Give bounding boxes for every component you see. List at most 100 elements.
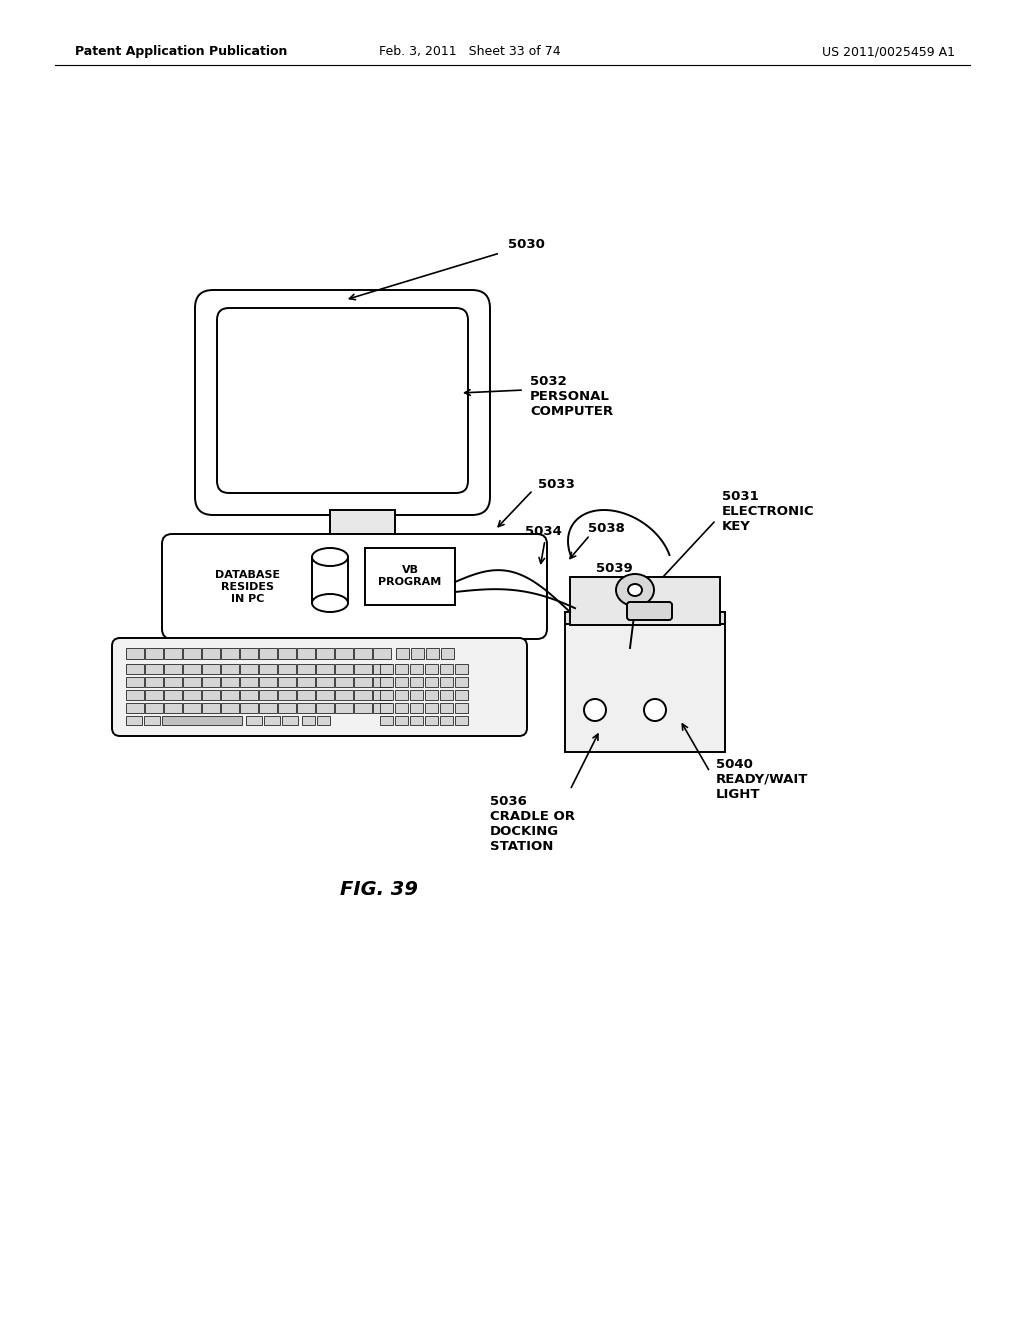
Text: DATABASE
RESIDES
IN PC: DATABASE RESIDES IN PC [215, 570, 281, 605]
Ellipse shape [616, 574, 654, 606]
Bar [164, 690, 182, 700]
Bar [317, 715, 330, 725]
Bar [202, 690, 220, 700]
Bar [410, 704, 423, 713]
Bar [221, 690, 239, 700]
Bar [202, 648, 220, 659]
Bar [126, 664, 144, 675]
Bar [373, 648, 391, 659]
Bar [221, 677, 239, 686]
Bar [565, 612, 725, 752]
Bar [373, 690, 391, 700]
FancyBboxPatch shape [195, 290, 490, 515]
Bar [145, 704, 163, 713]
Bar [335, 648, 353, 659]
Bar [144, 715, 160, 725]
Bar [335, 664, 353, 675]
Bar [570, 577, 720, 624]
Bar [302, 715, 315, 725]
Bar [316, 664, 334, 675]
Bar [354, 704, 372, 713]
Bar [330, 510, 395, 535]
Bar [455, 677, 468, 686]
Bar [297, 664, 315, 675]
Bar [162, 715, 242, 725]
Bar [440, 690, 453, 700]
Bar [380, 690, 393, 700]
Circle shape [584, 700, 606, 721]
Bar [312, 557, 348, 603]
Bar [335, 690, 353, 700]
Text: 5033: 5033 [538, 478, 574, 491]
Bar [410, 690, 423, 700]
Bar [278, 648, 296, 659]
Bar [240, 704, 258, 713]
Bar [202, 664, 220, 675]
Bar [316, 648, 334, 659]
Bar [380, 664, 393, 675]
Bar [395, 715, 408, 725]
Bar [316, 677, 334, 686]
Bar [145, 690, 163, 700]
Bar [126, 690, 144, 700]
Bar [380, 704, 393, 713]
Bar [455, 704, 468, 713]
Bar [335, 677, 353, 686]
Bar [183, 690, 201, 700]
Bar [373, 677, 391, 686]
Bar [380, 677, 393, 686]
Text: 5040
READY/WAIT
LIGHT: 5040 READY/WAIT LIGHT [716, 758, 808, 801]
Bar [426, 648, 439, 659]
Bar [440, 704, 453, 713]
Bar [126, 715, 142, 725]
Bar [259, 648, 278, 659]
Bar [164, 664, 182, 675]
Bar [395, 677, 408, 686]
Bar [316, 690, 334, 700]
Bar [246, 715, 262, 725]
Bar [440, 677, 453, 686]
FancyBboxPatch shape [112, 638, 527, 737]
Bar [373, 704, 391, 713]
Bar [354, 677, 372, 686]
Bar [410, 664, 423, 675]
Bar [202, 704, 220, 713]
Bar [396, 648, 409, 659]
Bar [316, 704, 334, 713]
Bar [240, 677, 258, 686]
Bar [126, 704, 144, 713]
Bar [221, 664, 239, 675]
Bar [202, 677, 220, 686]
Text: 5032
PERSONAL
COMPUTER: 5032 PERSONAL COMPUTER [530, 375, 613, 418]
Bar [240, 648, 258, 659]
Bar [259, 704, 278, 713]
Bar [455, 715, 468, 725]
Bar [164, 677, 182, 686]
Bar [278, 664, 296, 675]
Bar [297, 677, 315, 686]
Text: 5038: 5038 [588, 521, 625, 535]
Bar [145, 677, 163, 686]
Bar [264, 715, 280, 725]
Bar [365, 548, 455, 605]
FancyBboxPatch shape [217, 308, 468, 492]
FancyBboxPatch shape [627, 602, 672, 620]
Bar [410, 677, 423, 686]
Bar [183, 648, 201, 659]
Bar [126, 677, 144, 686]
Bar [221, 704, 239, 713]
Bar [425, 715, 438, 725]
Bar [425, 704, 438, 713]
Text: 5031
ELECTRONIC
KEY: 5031 ELECTRONIC KEY [722, 490, 815, 533]
Bar [380, 715, 393, 725]
Bar [411, 648, 424, 659]
Bar [565, 612, 725, 624]
Circle shape [644, 700, 666, 721]
Bar [335, 704, 353, 713]
Bar [164, 704, 182, 713]
Text: 5034: 5034 [525, 525, 562, 539]
Bar [455, 690, 468, 700]
Bar [183, 704, 201, 713]
Bar [395, 664, 408, 675]
Text: 5036
CRADLE OR
DOCKING
STATION: 5036 CRADLE OR DOCKING STATION [490, 795, 575, 853]
